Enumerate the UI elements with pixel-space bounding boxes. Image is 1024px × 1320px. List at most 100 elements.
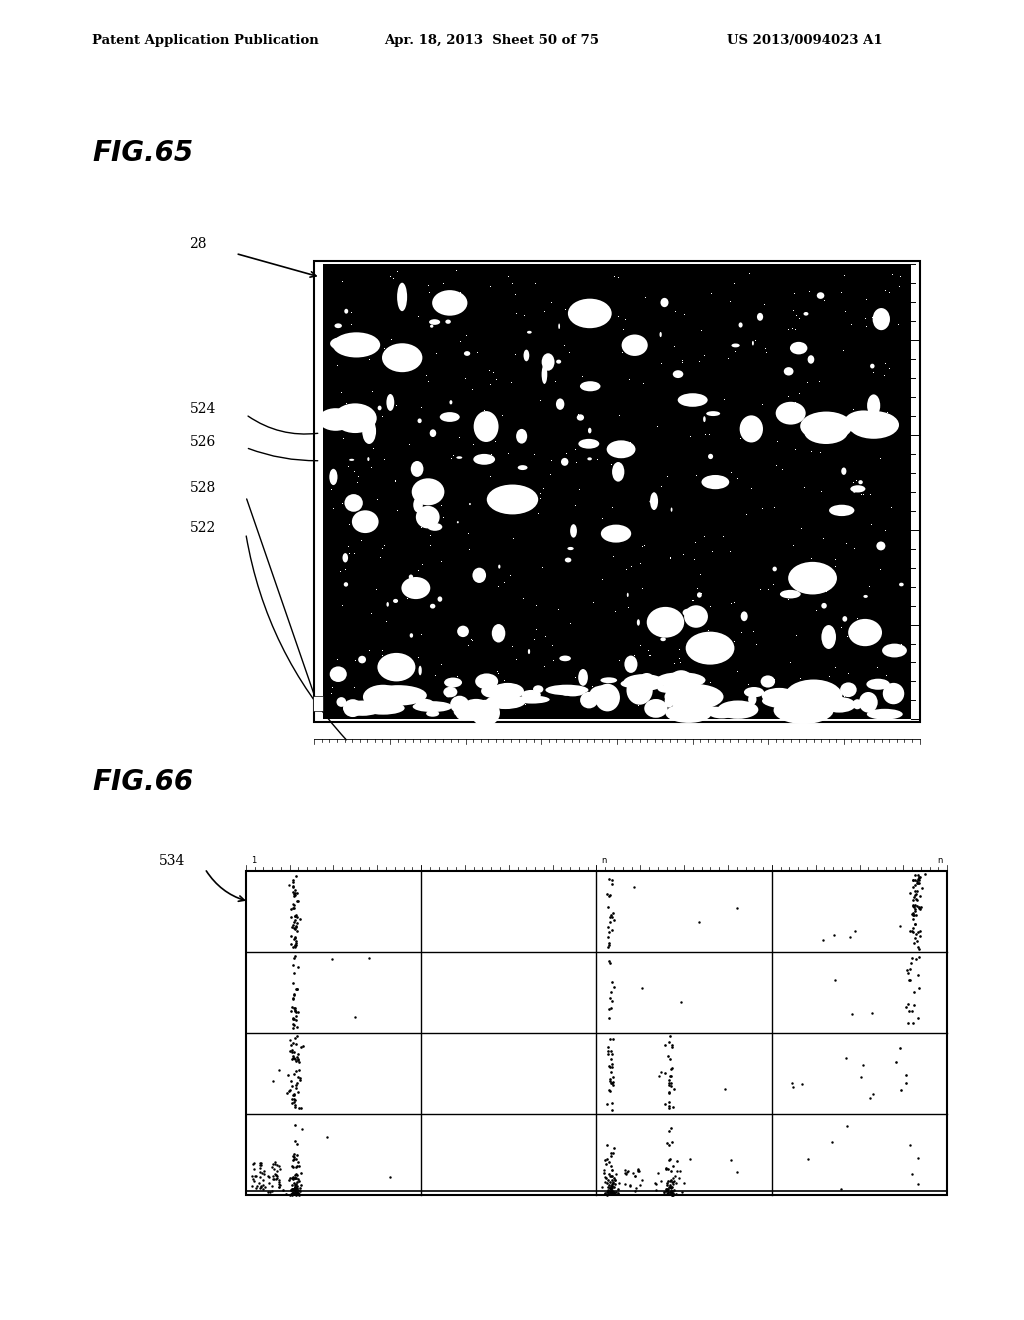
Ellipse shape	[451, 696, 469, 713]
Bar	[314, 261, 920, 722]
Ellipse shape	[419, 665, 422, 676]
Ellipse shape	[707, 411, 720, 416]
Ellipse shape	[844, 411, 883, 434]
Ellipse shape	[644, 700, 668, 718]
Ellipse shape	[872, 308, 890, 330]
Ellipse shape	[343, 701, 382, 715]
Ellipse shape	[590, 685, 615, 702]
Ellipse shape	[703, 416, 706, 422]
Ellipse shape	[443, 686, 458, 697]
Ellipse shape	[492, 682, 524, 700]
Ellipse shape	[457, 521, 459, 523]
Ellipse shape	[444, 677, 462, 688]
Ellipse shape	[772, 566, 777, 572]
Ellipse shape	[330, 667, 347, 682]
Ellipse shape	[840, 682, 857, 697]
Ellipse shape	[783, 367, 794, 376]
Text: Patent Application Publication: Patent Application Publication	[92, 34, 318, 48]
Ellipse shape	[473, 454, 495, 465]
Ellipse shape	[515, 696, 550, 704]
Ellipse shape	[761, 676, 775, 688]
Ellipse shape	[426, 710, 439, 717]
Ellipse shape	[882, 644, 907, 657]
Ellipse shape	[560, 686, 586, 697]
Ellipse shape	[877, 541, 886, 550]
Ellipse shape	[580, 381, 600, 391]
Ellipse shape	[867, 709, 903, 719]
Ellipse shape	[800, 412, 852, 441]
Text: 1: 1	[251, 855, 256, 865]
Ellipse shape	[377, 692, 395, 706]
Ellipse shape	[418, 418, 422, 424]
Ellipse shape	[334, 404, 377, 433]
Ellipse shape	[568, 298, 611, 329]
Ellipse shape	[556, 399, 564, 411]
Ellipse shape	[401, 577, 430, 599]
Ellipse shape	[640, 685, 652, 689]
Ellipse shape	[650, 492, 658, 510]
Ellipse shape	[762, 688, 797, 704]
Ellipse shape	[454, 702, 499, 721]
Ellipse shape	[378, 405, 382, 411]
Text: n: n	[937, 855, 942, 865]
Ellipse shape	[842, 467, 847, 475]
Ellipse shape	[624, 675, 665, 690]
Ellipse shape	[546, 685, 589, 696]
Ellipse shape	[612, 462, 625, 482]
Text: FIG.65: FIG.65	[92, 139, 194, 166]
Ellipse shape	[744, 686, 764, 697]
Bar	[323, 264, 911, 719]
Ellipse shape	[829, 504, 854, 516]
Ellipse shape	[344, 582, 348, 586]
Ellipse shape	[352, 511, 379, 533]
Ellipse shape	[588, 428, 592, 433]
Ellipse shape	[697, 593, 701, 598]
Ellipse shape	[414, 498, 423, 512]
Text: 526: 526	[189, 436, 216, 449]
Ellipse shape	[666, 689, 672, 698]
Ellipse shape	[738, 322, 742, 327]
Ellipse shape	[439, 412, 460, 422]
Ellipse shape	[627, 593, 629, 597]
Ellipse shape	[718, 701, 759, 719]
Ellipse shape	[666, 704, 712, 723]
Ellipse shape	[472, 568, 486, 583]
Text: 528: 528	[189, 482, 216, 495]
Ellipse shape	[464, 351, 470, 356]
Ellipse shape	[657, 685, 677, 693]
Ellipse shape	[659, 331, 662, 337]
Ellipse shape	[863, 595, 867, 598]
Ellipse shape	[561, 458, 568, 466]
Bar	[246, 871, 947, 1195]
Ellipse shape	[413, 701, 453, 711]
Ellipse shape	[565, 557, 571, 562]
Ellipse shape	[647, 607, 684, 638]
Ellipse shape	[683, 609, 693, 616]
Ellipse shape	[819, 684, 835, 690]
Ellipse shape	[343, 700, 362, 717]
Ellipse shape	[821, 603, 826, 609]
Ellipse shape	[457, 626, 469, 638]
Ellipse shape	[740, 611, 748, 622]
Ellipse shape	[701, 475, 729, 490]
Ellipse shape	[518, 465, 527, 470]
Ellipse shape	[475, 673, 498, 689]
Ellipse shape	[773, 697, 834, 723]
Ellipse shape	[870, 364, 874, 368]
Ellipse shape	[850, 486, 865, 492]
Ellipse shape	[474, 411, 499, 442]
Ellipse shape	[430, 429, 436, 437]
Ellipse shape	[606, 441, 636, 458]
Ellipse shape	[397, 282, 408, 312]
Ellipse shape	[804, 312, 809, 315]
Text: 28: 28	[189, 238, 207, 251]
Ellipse shape	[579, 669, 588, 686]
Ellipse shape	[337, 697, 346, 708]
Ellipse shape	[416, 506, 439, 528]
Ellipse shape	[362, 685, 403, 709]
Text: 534: 534	[159, 854, 185, 867]
Ellipse shape	[622, 334, 648, 356]
Ellipse shape	[823, 697, 856, 713]
Bar	[313, 696, 323, 711]
Ellipse shape	[853, 491, 856, 492]
